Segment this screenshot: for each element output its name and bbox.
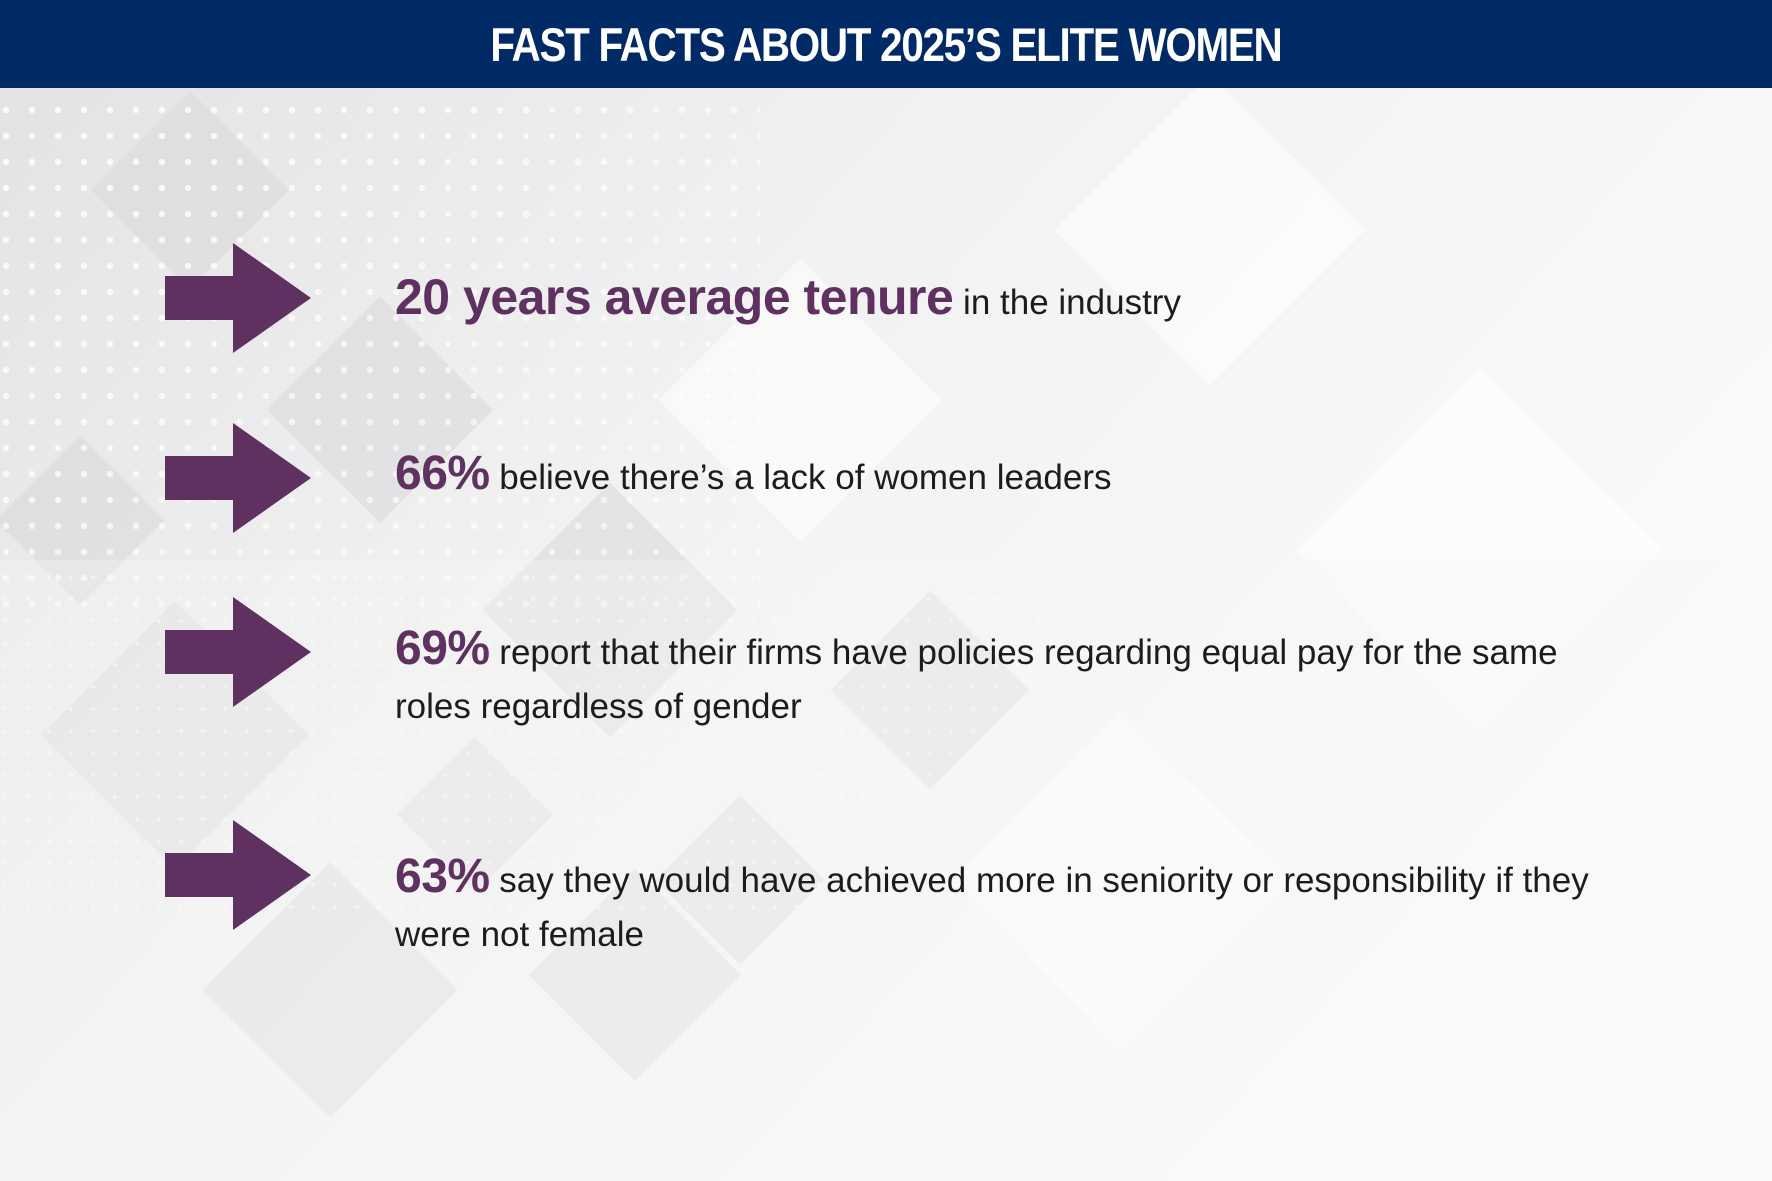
fact-text: 66% believe there’s a lack of women lead… — [395, 447, 1595, 505]
fact-description: in the industry — [953, 283, 1181, 322]
arrow-right-icon — [165, 243, 311, 353]
title-banner: FAST FACTS ABOUT 2025’S ELITE WOMEN — [0, 0, 1772, 88]
arrow-right-icon — [165, 820, 311, 930]
fact-highlight: 69% — [395, 622, 490, 675]
arrow-right-icon — [165, 597, 311, 707]
fact-highlight: 66% — [395, 447, 490, 500]
fact-text: 63% say they would have achieved more in… — [395, 850, 1595, 962]
page-title: FAST FACTS ABOUT 2025’S ELITE WOMEN — [490, 17, 1282, 71]
fact-highlight: 20 years average tenure — [395, 269, 954, 325]
fact-description: report that their firms have policies re… — [395, 633, 1558, 726]
arrow-right-icon — [165, 423, 311, 533]
fact-description: say they would have achieved more in sen… — [395, 861, 1589, 954]
fact-description: believe there’s a lack of women leaders — [489, 458, 1112, 497]
fact-highlight: 63% — [395, 850, 490, 903]
fact-text: 20 years average tenure in the industry — [395, 270, 1595, 330]
fact-text: 69% report that their firms have policie… — [395, 622, 1595, 734]
